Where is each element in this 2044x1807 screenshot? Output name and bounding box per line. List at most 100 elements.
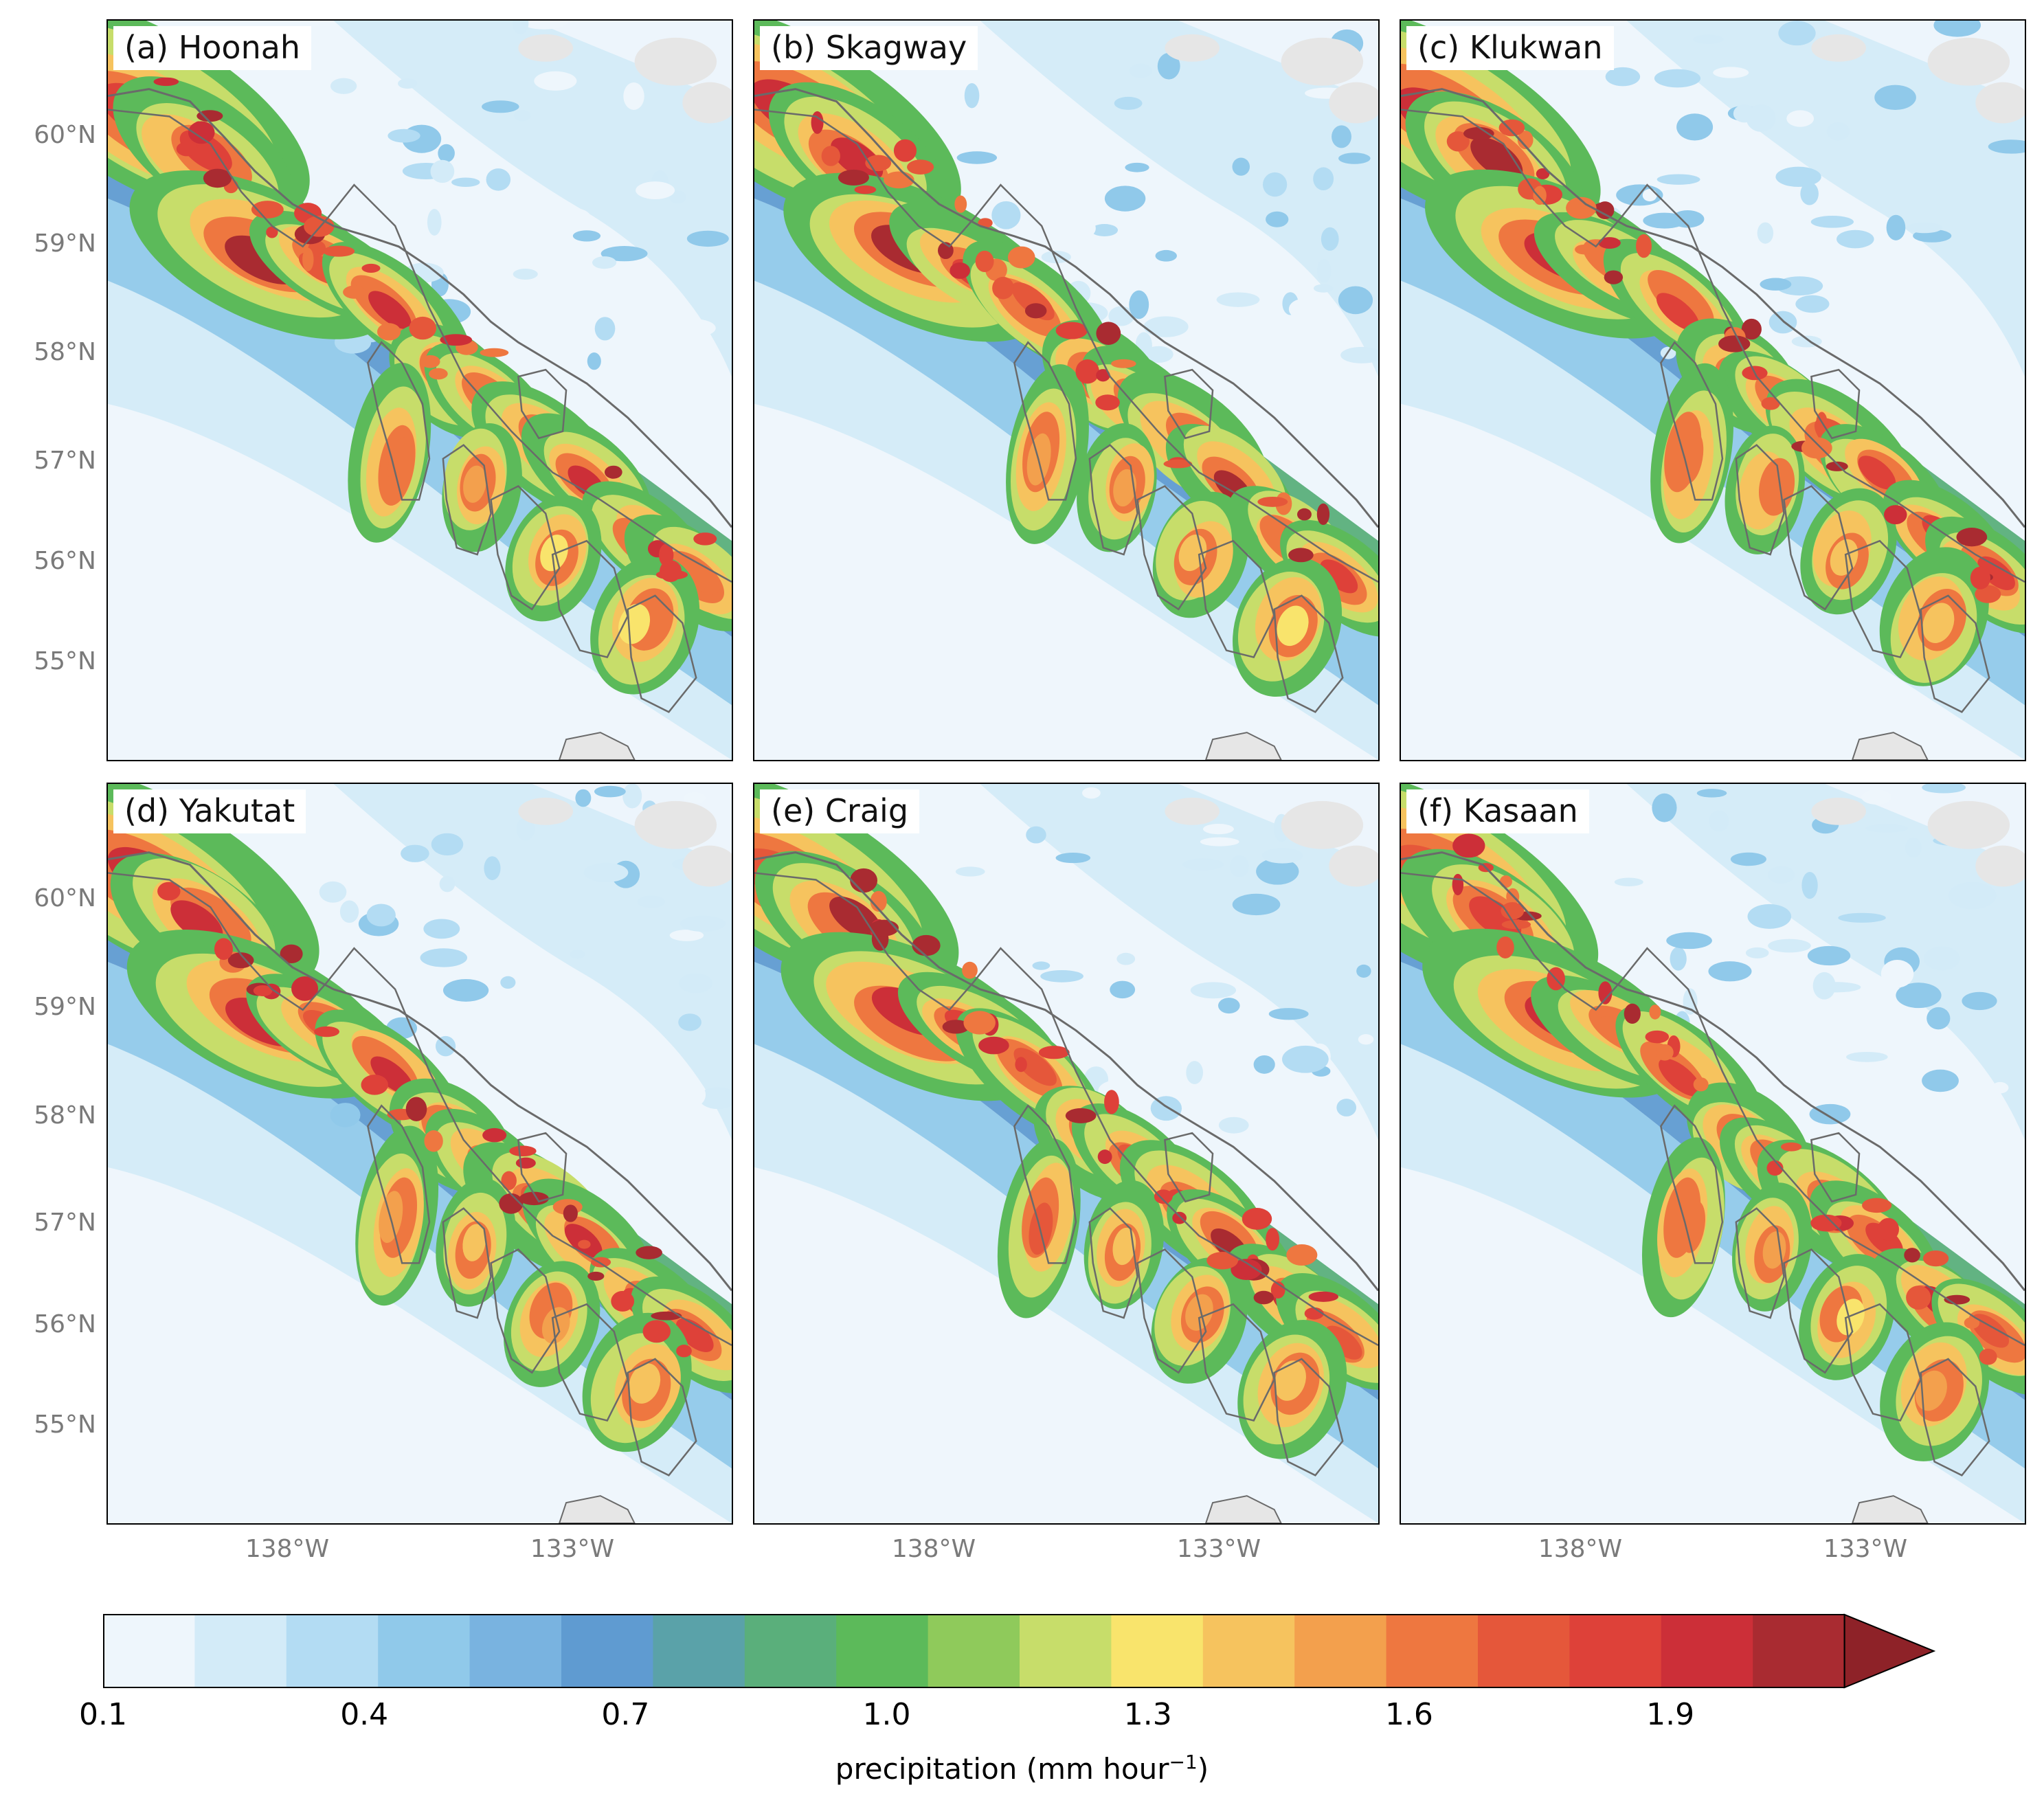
precip-patch [1670,947,1687,971]
border-line [1401,872,2025,1347]
precip-patch [592,256,617,269]
precip-patch [427,208,442,236]
lat-tick-label: 55°N [34,1411,96,1439]
precip-patch [1116,952,1136,965]
colorbar-segment [1569,1615,1662,1687]
precip-spot [499,1193,524,1214]
precip-spot [1499,875,1512,888]
precip-spot [1922,1250,1949,1267]
precip-spot [1104,1090,1119,1114]
precip-cell [1837,1299,1865,1336]
precip-cell [1320,559,1358,594]
precip-patch [1143,316,1189,337]
colorbar-segment [194,1615,287,1687]
precip-patch [1693,34,1724,45]
precip-spot [854,185,877,194]
precip-spot [1446,131,1470,152]
colorbar-segment [103,1615,195,1687]
colorbar-segment [1386,1615,1479,1687]
precip-patch [575,789,592,807]
precip-patch [1313,321,1345,341]
precip-spot [1266,1228,1280,1251]
precip-spot [361,263,381,273]
masked-terrain [1329,845,1378,887]
precip-spot [1286,1244,1318,1266]
panel-title: (a) Hoonah [113,26,312,70]
precip-patch [680,915,726,932]
precip-patch [1129,290,1149,319]
precip-patch [1032,961,1051,970]
precip-patch [671,1081,706,1109]
precip-patch [570,950,585,959]
precip-spot [304,216,335,237]
precip-spot [1038,1046,1070,1059]
lon-tick-label: 133°W [1176,1535,1261,1563]
precip-contour-band [754,1044,1378,1523]
precip-cell [388,437,412,490]
precip-cell [1185,1294,1213,1331]
precip-patch [1229,855,1249,877]
precip-patch [1687,135,1722,158]
precip-patch [1253,1055,1275,1074]
precip-patch [1196,1013,1220,1024]
colorbar-outline [103,1614,1845,1688]
coastline [1401,851,2025,1292]
colorbar-segment [561,1615,653,1687]
precip-patch [1923,946,1960,971]
precip-patch [1144,203,1178,218]
precip-spot [651,1311,682,1321]
precip-spot [1801,437,1832,459]
precip-patch [1654,69,1701,88]
precip-patch [1810,215,1854,228]
precip-cell [1922,603,1955,644]
masked-terrain [1975,82,2025,124]
map-panel-klukwan: (c) Klukwan [1400,19,2026,761]
colorbar-segment [378,1615,471,1687]
island-outline [442,444,492,556]
precip-patch [1288,299,1317,319]
precip-patch [1768,311,1797,334]
precip-patch [1865,824,1908,833]
precip-patch [991,201,1021,229]
precip-spot [176,142,198,157]
precip-spot [214,938,233,961]
precip-spot [1206,1252,1239,1270]
lat-tick-label: 57°N [34,447,96,475]
precip-patch [486,168,511,191]
precip-spot [838,169,870,186]
precip-patch [1129,63,1153,78]
precip-patch [557,325,581,335]
precip-spot [253,985,273,996]
masked-terrain [1329,82,1378,124]
precip-map [1401,784,2025,1523]
precip-spot [153,77,179,87]
masked-terrain [518,34,574,62]
land-patch [1205,732,1282,760]
precip-patch [600,246,648,262]
precip-cell [676,1318,714,1352]
precip-patch [1316,258,1332,283]
precip-patch [1991,1081,2009,1094]
precip-cell [1274,1360,1306,1401]
precip-patch [1779,992,1817,1000]
precip-patch [1232,157,1250,176]
precip-patch [1232,893,1281,916]
precip-patch [1730,852,1766,866]
precip-patch [1709,810,1729,832]
lat-tick-label: 57°N [34,1209,96,1237]
precip-patch [1075,218,1096,238]
precip-patch [1302,342,1349,353]
panel-title: (b) Skagway [760,26,978,70]
precip-cell [1679,431,1704,484]
precip-patch [686,230,729,247]
precip-spot [343,285,366,299]
precip-spot [912,934,941,956]
precip-cell [540,535,568,572]
precip-spot [1172,1211,1187,1224]
precip-spot [636,1246,662,1259]
precip-spot [870,890,887,912]
precip-spot [1065,1108,1097,1123]
precip-spot [409,316,437,340]
precip-patch [1880,959,1914,988]
precip-contour-band [108,1044,732,1523]
